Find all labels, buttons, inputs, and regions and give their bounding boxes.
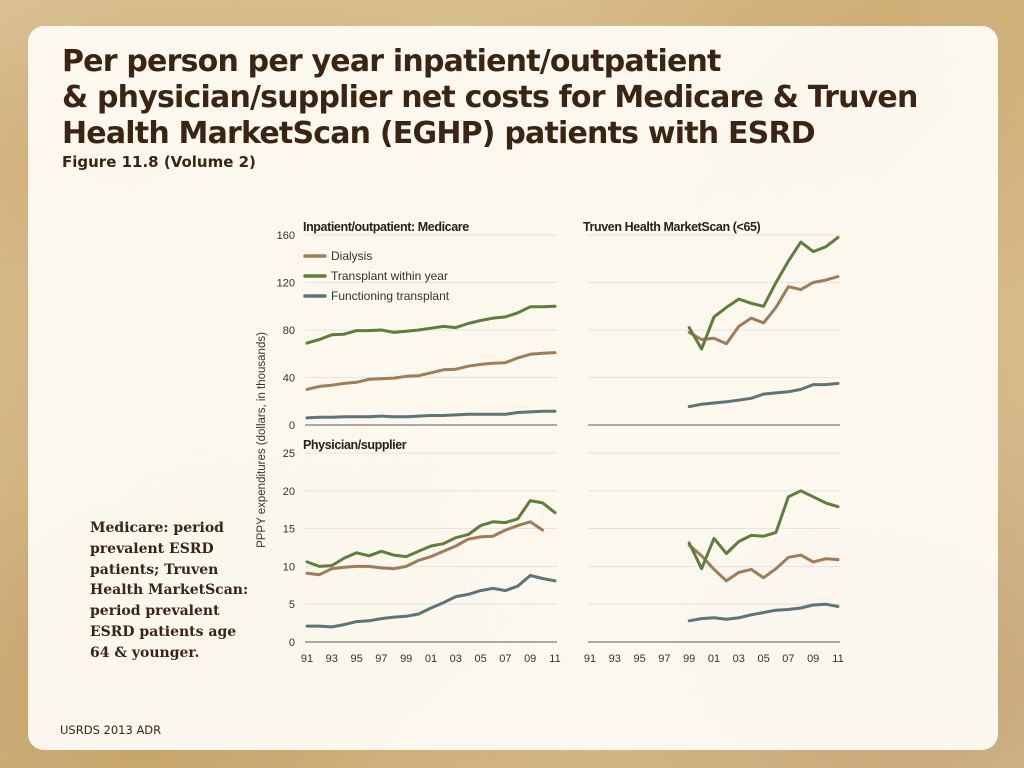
- ps_medicare-x-tick-label-11: 11: [549, 653, 560, 665]
- io_medicare-line-functioning-transplant: [305, 409, 557, 420]
- title-line-1: Per person per year inpatient/outpatient: [62, 44, 721, 79]
- population-note: Medicare: period prevalent ESRD patients…: [90, 520, 249, 661]
- ps_medicare-x-tick-label-05: 05: [474, 653, 486, 665]
- y-axis-label: PPPY expenditures (dollars, in thousands…: [256, 332, 268, 548]
- io_truven-line-dialysis: [687, 275, 840, 346]
- ps_truven-x-tick-label-93: 93: [609, 653, 621, 665]
- ps_medicare-y-tick-label-10: 10: [283, 561, 295, 573]
- ps_medicare-x-tick-label-91: 91: [301, 653, 313, 665]
- io_truven-line-transplant-within-year: [687, 235, 840, 351]
- ps_truven-x-tick-label-03: 03: [733, 653, 745, 665]
- ps_medicare-y-tick-label-20: 20: [283, 486, 295, 498]
- ps_medicare-x-tick-label-99: 99: [400, 653, 412, 665]
- ps_truven-x-tick-label-99: 99: [683, 653, 695, 665]
- legend-label-dialysis: Dialysis: [331, 249, 372, 263]
- slide-title: Per person per year inpatient/outpatient…: [62, 44, 982, 152]
- ps_medicare-x-tick-label-97: 97: [375, 653, 387, 665]
- io_medicare-y-tick-label-120: 120: [277, 278, 295, 290]
- ps_truven-line-transplant-within-year: [687, 489, 840, 571]
- figure-subtitle: Figure 11.8 (Volume 2): [62, 153, 256, 171]
- ps_medicare-line-dialysis: [305, 520, 545, 577]
- ps_truven-x-tick-label-05: 05: [757, 653, 769, 665]
- ps_medicare-y-tick-label-25: 25: [283, 448, 295, 460]
- ps_truven-x-tick-label-95: 95: [633, 653, 645, 665]
- ps_medicare-x-tick-label-09: 09: [524, 653, 536, 665]
- io_medicare-y-tick-label-160: 160: [277, 230, 295, 242]
- ps_truven-x-tick-label-01: 01: [708, 653, 720, 665]
- ps_medicare-y-tick-label-5: 5: [289, 599, 295, 611]
- ps_truven-x-tick-label-91: 91: [584, 653, 596, 665]
- ps_medicare-line-transplant-within-year: [305, 499, 557, 568]
- ps_medicare-x-tick-label-03: 03: [450, 653, 462, 665]
- slide-card: [28, 26, 998, 750]
- ps_medicare-panel-title: Physician/supplier: [303, 438, 407, 452]
- io_medicare-y-tick-label-40: 40: [283, 373, 295, 385]
- ps_medicare-x-tick-label-95: 95: [350, 653, 362, 665]
- io_medicare-line-dialysis: [305, 351, 557, 391]
- io_truven-line-functioning-transplant: [687, 381, 840, 409]
- ps_medicare-x-tick-label-01: 01: [425, 653, 437, 665]
- io_medicare-line-transplant-within-year: [305, 304, 557, 345]
- title-line-2: & physician/supplier net costs for Medic…: [62, 80, 918, 115]
- ps_medicare-y-tick-label-0: 0: [289, 637, 295, 649]
- ps_truven-x-tick-label-97: 97: [658, 653, 670, 665]
- ps_truven-line-functioning-transplant: [687, 602, 840, 623]
- ps_truven-x-tick-label-07: 07: [782, 653, 794, 665]
- ps_medicare-x-tick-label-07: 07: [499, 653, 511, 665]
- ps_truven-x-tick-label-09: 09: [807, 653, 819, 665]
- io_medicare-y-tick-label-80: 80: [283, 325, 295, 337]
- io_medicare-panel-title: Inpatient/outpatient: Medicare: [303, 220, 469, 234]
- ps_truven-line-dialysis: [687, 543, 840, 583]
- ps_medicare-line-functioning-transplant: [305, 574, 557, 629]
- ps_medicare-y-tick-label-15: 15: [283, 524, 295, 536]
- title-line-3: Health MarketScan (EGHP) patients with E…: [62, 116, 816, 151]
- legend-label-functioning-transplant: Functioning transplant: [331, 289, 450, 303]
- io_medicare-y-tick-label-0: 0: [289, 420, 295, 432]
- legend-label-transplant-within-year: Transplant within year: [331, 269, 448, 283]
- footer-source: USRDS 2013 ADR: [60, 723, 162, 737]
- ps_medicare-x-tick-label-93: 93: [326, 653, 338, 665]
- io_truven-panel-title: Truven Health MarketScan (<65): [583, 220, 761, 234]
- ps_truven-x-tick-label-11: 11: [832, 653, 843, 665]
